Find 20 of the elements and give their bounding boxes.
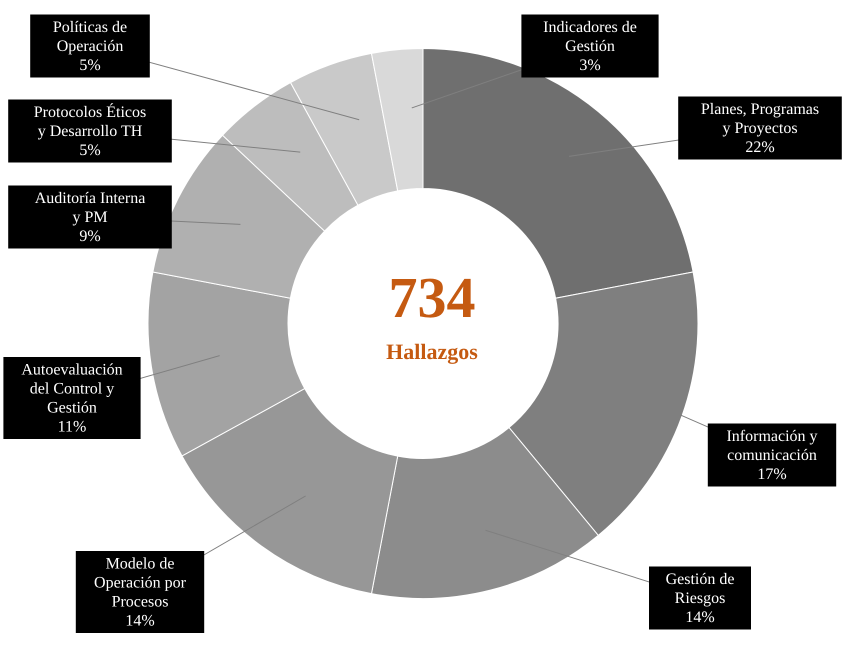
slice-label: Auditoría Interna y PM [34, 190, 146, 226]
data-label: 14% [125, 612, 155, 630]
slice-label: Protocolos Éticos y Desarrollo TH [34, 103, 146, 140]
slice-label: Autoevaluación del Control y Gestión [21, 362, 123, 416]
data-label: 9% [79, 228, 101, 245]
slice-label: Políticas de Operación [52, 19, 128, 55]
data-label: 3% [579, 57, 601, 74]
data-label: 5% [79, 142, 101, 159]
slice-label: Modelo de Operación por Procesos [94, 556, 187, 610]
text: 734 [388, 265, 476, 330]
slice-label: Información y comunicación [726, 428, 818, 464]
text: Hallazgos [386, 339, 478, 364]
data-label: 14% [685, 609, 715, 626]
data-label: 22% [745, 139, 775, 156]
slice-label: Planes, Programas y Proyectos [700, 101, 820, 137]
data-label: 5% [79, 57, 101, 74]
slice-label: Indicadores de Gestión [543, 19, 637, 55]
data-label: 17% [757, 466, 787, 483]
data-label: 11% [58, 418, 86, 436]
slice-label: Gestión de Riesgos [666, 571, 734, 607]
